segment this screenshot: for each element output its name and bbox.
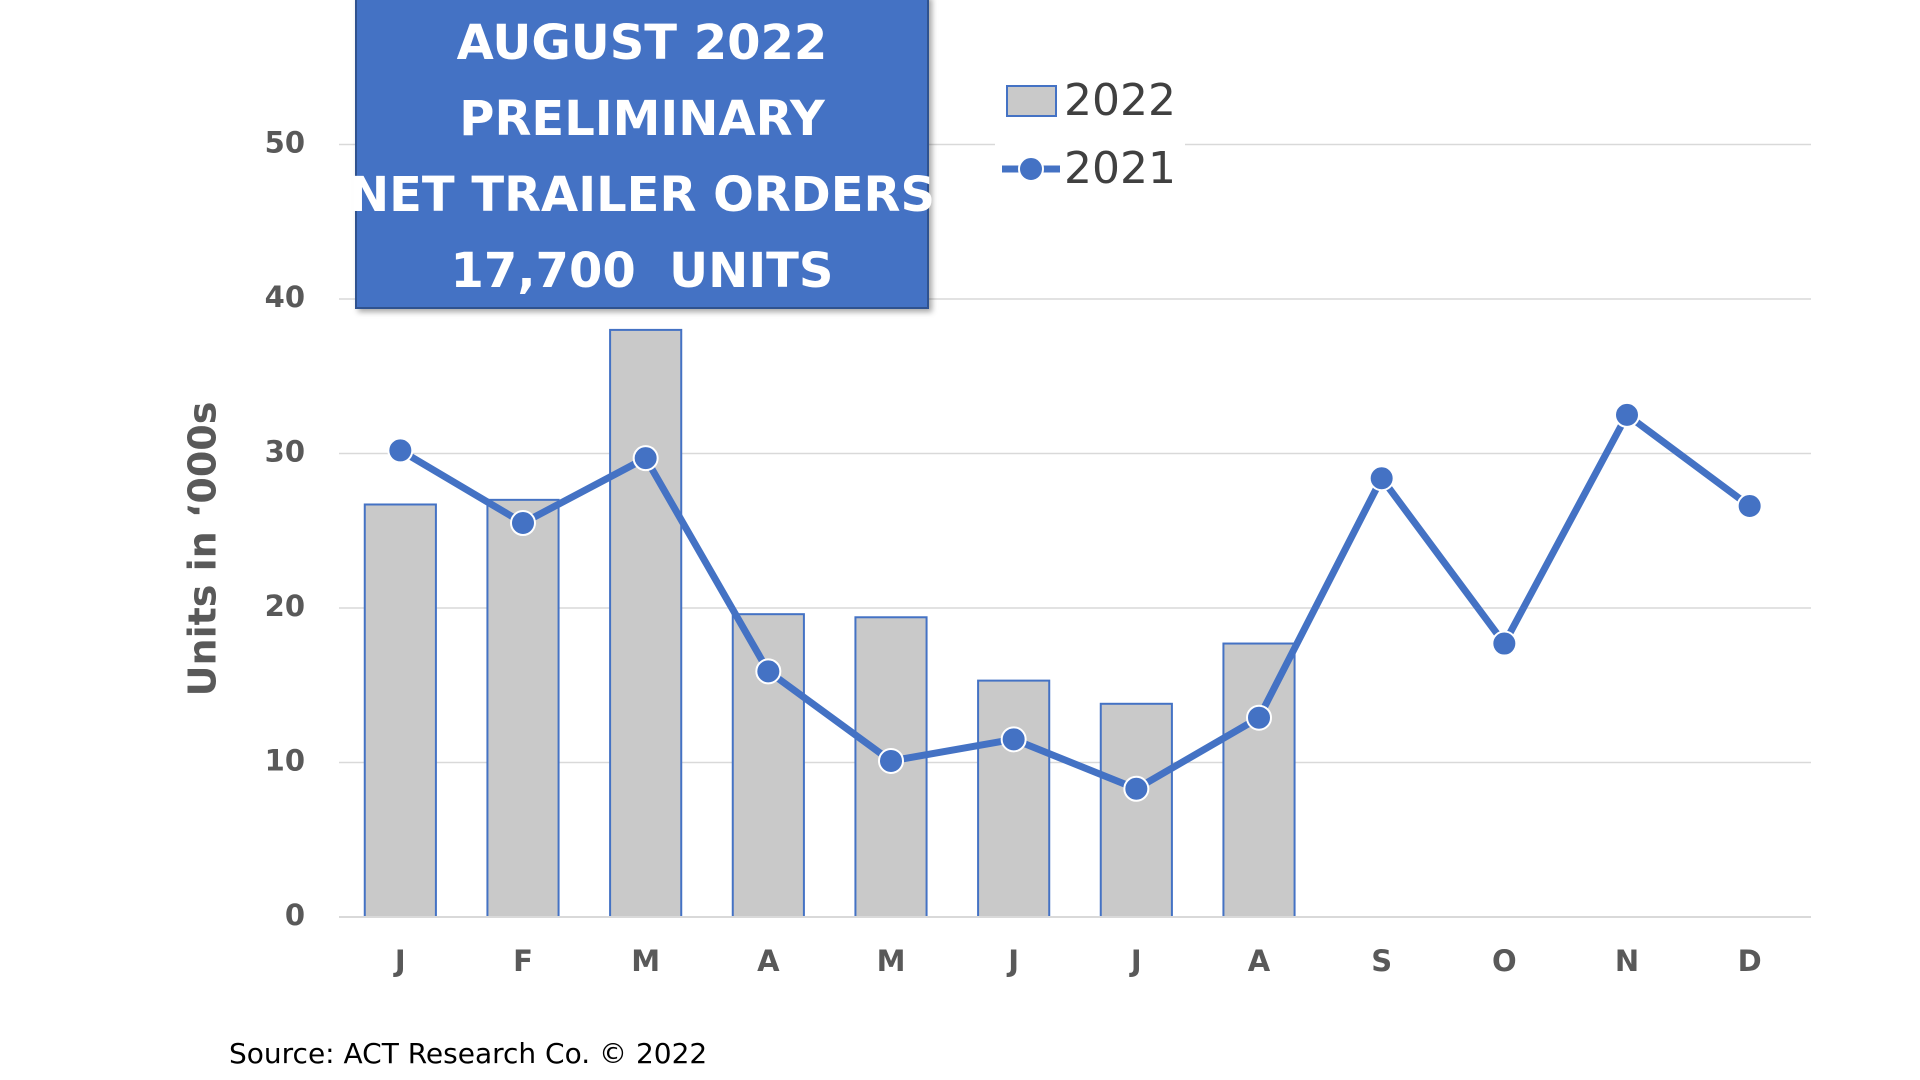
bar [1222,642,1296,918]
legend-label: 2022 [1064,75,1176,126]
line-marker [1000,726,1027,753]
annotation-line: PRELIMINARY [459,91,826,147]
bar [1099,702,1173,918]
line-marker [632,445,659,472]
line-marker [1368,465,1395,492]
source-note: Source: ACT Research Co. © 2022 [229,1037,707,1070]
x-tick-label: J [1129,944,1142,978]
bar [977,679,1051,918]
line-marker [1491,630,1518,657]
y-tick-label: 30 [265,435,305,469]
x-tick-label: S [1371,944,1392,978]
line-marker [755,658,782,685]
y-tick-label: 40 [265,280,305,314]
legend-swatch [1006,85,1057,117]
bar [609,328,683,918]
x-tick-label: M [631,944,660,978]
y-tick-label: 20 [265,589,305,623]
x-tick-label: A [1248,944,1271,978]
x-tick-label: M [877,944,906,978]
x-tick-label: J [393,944,406,978]
x-tick-label: O [1492,944,1517,978]
line [398,411,1752,793]
annotation-line: AUGUST 2022 [457,15,828,71]
annotation-line: 17,700 UNITS [451,243,834,299]
y-axis-label: Units in ‘000s [181,402,225,697]
y-tick-label: 10 [265,744,305,778]
bar [486,498,560,918]
annotation-line: NET TRAILER ORDERS [349,167,935,223]
y-tick-label: 0 [285,898,305,932]
legend-swatch [1018,156,1044,182]
line-marker [1614,401,1640,428]
annotation-box [355,0,929,309]
line-marker [510,510,536,537]
x-tick-label: J [1006,944,1019,978]
x-tick-label: A [757,944,780,978]
y-tick-label: 60 [265,0,305,5]
line-marker [1246,704,1272,731]
x-tick-label: F [513,944,533,978]
legend-label: 2021 [1064,143,1176,194]
x-tick-label: D [1738,944,1762,978]
bar [363,503,437,918]
x-tick-label: N [1615,944,1639,978]
line-marker [878,747,904,774]
line-marker [1736,493,1763,520]
line-marker [387,437,414,464]
y-tick-label: 50 [265,126,305,160]
line-marker [1123,775,1150,802]
